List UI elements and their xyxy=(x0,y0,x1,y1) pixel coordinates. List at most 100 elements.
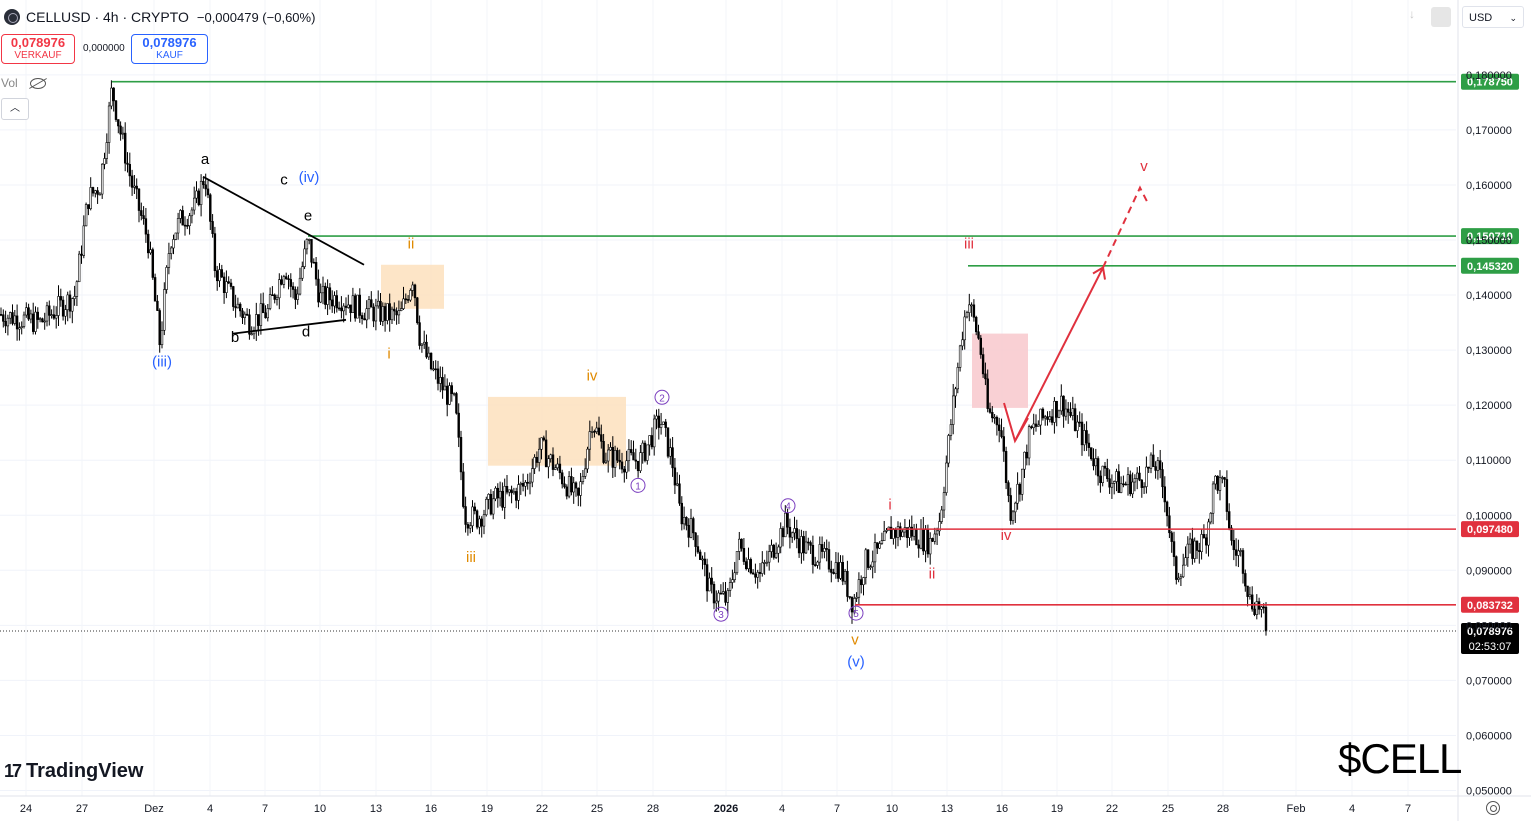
candle-body xyxy=(1216,475,1219,491)
volume-indicator[interactable]: Vol xyxy=(1,76,46,90)
arrow-down-icon[interactable]: ↓ xyxy=(1409,7,1415,21)
candle-body xyxy=(629,449,633,453)
wave-circle-label: 2 xyxy=(659,393,665,404)
eye-hidden-icon[interactable] xyxy=(29,77,46,89)
candle-body xyxy=(597,427,601,435)
candle-body xyxy=(1099,475,1102,483)
candle-body xyxy=(321,285,325,294)
candle-body xyxy=(802,536,805,554)
candle-body xyxy=(1002,436,1006,452)
candle-body xyxy=(701,558,704,561)
candle-body xyxy=(1080,421,1084,446)
screenshot-button[interactable] xyxy=(1431,7,1451,27)
candle-body xyxy=(811,545,815,565)
candle-body xyxy=(218,269,221,282)
wave-label: (iii) xyxy=(152,354,172,371)
candle-body xyxy=(1044,416,1047,419)
candle-body xyxy=(462,471,465,507)
candle-body xyxy=(926,529,930,555)
wave-label: iv xyxy=(1001,527,1012,544)
candle-body xyxy=(473,506,476,512)
candle-body xyxy=(885,529,888,532)
currency-select[interactable]: USD ⌄ xyxy=(1462,6,1524,28)
candle-body xyxy=(889,526,893,539)
price-tick-label: 0,180000 xyxy=(1466,70,1512,82)
candle-body xyxy=(880,540,884,544)
symbol-header[interactable]: CELLUSD · 4h · CRYPTO −0,000479 (−0,60%) xyxy=(0,0,315,34)
candle-body xyxy=(1255,601,1259,615)
tradingview-wordmark: TradingView xyxy=(26,760,144,782)
coin-icon xyxy=(4,9,20,25)
candle-body xyxy=(1228,511,1231,529)
candle-body xyxy=(1136,472,1139,479)
candle-body xyxy=(728,582,732,591)
candle-body xyxy=(250,333,253,336)
candle-body xyxy=(864,549,868,578)
candle-body xyxy=(326,287,329,305)
price-change: −0,000479 (−0,60%) xyxy=(196,9,316,25)
candle-body xyxy=(997,424,1001,431)
candle-body xyxy=(809,542,812,546)
candle-body xyxy=(846,570,849,597)
candle-body xyxy=(1237,550,1240,556)
time-tick-label: 7 xyxy=(1405,803,1411,815)
candle-body xyxy=(255,314,258,331)
candle-body xyxy=(949,424,953,436)
candle-body xyxy=(717,592,720,602)
candle-body xyxy=(866,549,870,568)
candle-body xyxy=(1200,534,1203,552)
candle-body xyxy=(765,561,769,564)
candle-body xyxy=(1034,423,1038,427)
candle-body xyxy=(68,294,72,312)
candle-body xyxy=(427,352,430,358)
trendlines xyxy=(202,175,365,335)
buy-price: 0,078976 xyxy=(142,35,197,50)
zone-box xyxy=(488,396,626,466)
buy-button[interactable]: 0,078976 KAUF xyxy=(131,34,208,64)
time-tick-label: 28 xyxy=(647,803,659,815)
candle-body xyxy=(15,315,19,330)
candle-body xyxy=(1018,483,1022,495)
spread-value: 0,000000 xyxy=(83,43,125,54)
candle-body xyxy=(784,512,787,538)
candle-body xyxy=(36,311,40,320)
candle-body xyxy=(740,538,743,549)
candle-body xyxy=(89,187,92,209)
candle-body xyxy=(353,295,357,319)
candles xyxy=(0,80,1268,636)
candle-body xyxy=(170,247,173,254)
candle-body xyxy=(841,561,845,582)
candle-body xyxy=(351,295,355,314)
candle-body xyxy=(917,544,920,549)
candle-body xyxy=(133,185,136,188)
candle-body xyxy=(1182,564,1185,578)
candle-body xyxy=(818,544,822,563)
candle-body xyxy=(708,577,711,592)
candle-body xyxy=(995,416,999,426)
candle-body xyxy=(744,561,748,570)
candle-body xyxy=(399,308,403,311)
candle-body xyxy=(176,218,180,234)
tradingview-logo[interactable]: 17 TradingView xyxy=(4,760,143,783)
candle-body xyxy=(1223,477,1226,480)
candle-body xyxy=(1154,466,1157,471)
candle-body xyxy=(379,300,382,322)
symbol-title[interactable]: CELLUSD · 4h · CRYPTO xyxy=(26,9,189,25)
candle-body xyxy=(413,284,417,299)
candle-body xyxy=(466,524,470,529)
candle-body xyxy=(807,541,810,544)
candle-body xyxy=(556,463,559,469)
gear-icon[interactable] xyxy=(1486,801,1500,815)
candle-body xyxy=(1251,594,1254,610)
candle-body xyxy=(275,297,279,300)
candle-body xyxy=(685,517,688,526)
collapse-button[interactable]: ︿ xyxy=(1,98,29,120)
candle-body xyxy=(147,233,150,254)
price-tick-label: 0,130000 xyxy=(1466,345,1512,357)
candle-body xyxy=(558,463,562,474)
candle-body xyxy=(1048,416,1052,420)
sell-button[interactable]: 0,078976 VERKAUF xyxy=(1,34,75,64)
buy-label: KAUF xyxy=(156,50,183,61)
candle-body xyxy=(87,204,90,209)
